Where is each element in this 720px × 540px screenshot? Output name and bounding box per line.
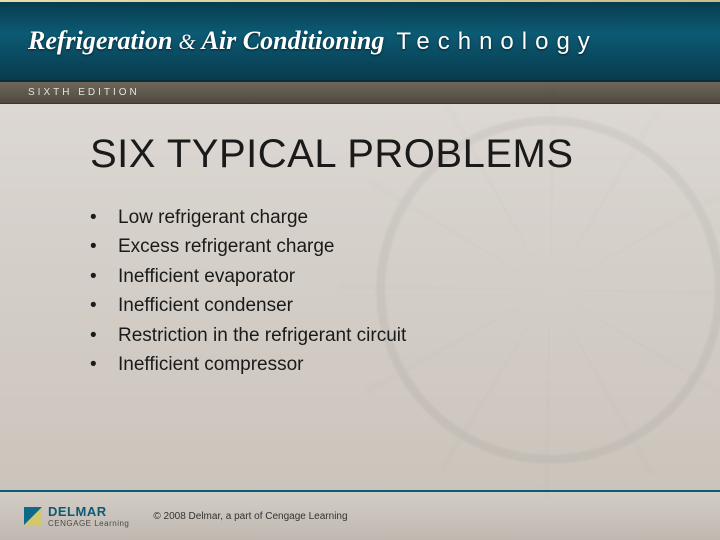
list-item: Inefficient condenser (90, 291, 660, 320)
edition-label: SIXTH EDITION (28, 87, 140, 98)
book-title: Refrigeration & Air Conditioning Technol… (28, 26, 598, 56)
slide: Refrigeration & Air Conditioning Technol… (0, 0, 720, 540)
delmar-mark-icon (24, 507, 42, 525)
publisher-logo-text: DELMAR CENGAGE Learning (48, 505, 129, 528)
header-banner: Refrigeration & Air Conditioning Technol… (0, 0, 720, 82)
publisher-subname: CENGAGE Learning (48, 520, 129, 528)
publisher-logo: DELMAR CENGAGE Learning (24, 505, 129, 528)
list-item: Restriction in the refrigerant circuit (90, 321, 660, 350)
edition-bar: SIXTH EDITION (0, 82, 720, 104)
publisher-name: DELMAR (48, 505, 129, 518)
list-item: Inefficient compressor (90, 350, 660, 379)
slide-content: SIX TYPICAL PROBLEMS Low refrigerant cha… (0, 104, 720, 380)
title-ampersand: & (178, 29, 195, 55)
title-word-technology: Technology (396, 28, 597, 56)
list-item: Inefficient evaporator (90, 262, 660, 291)
slide-heading: SIX TYPICAL PROBLEMS (90, 132, 660, 177)
title-word-airconditioning: Air Conditioning (202, 26, 385, 56)
list-item: Excess refrigerant charge (90, 232, 660, 261)
title-word-refrigeration: Refrigeration (28, 26, 172, 56)
bullet-list: Low refrigerant charge Excess refrigeran… (90, 203, 660, 380)
list-item: Low refrigerant charge (90, 203, 660, 232)
copyright-text: © 2008 Delmar, a part of Cengage Learnin… (153, 511, 347, 522)
footer: DELMAR CENGAGE Learning © 2008 Delmar, a… (0, 490, 720, 540)
